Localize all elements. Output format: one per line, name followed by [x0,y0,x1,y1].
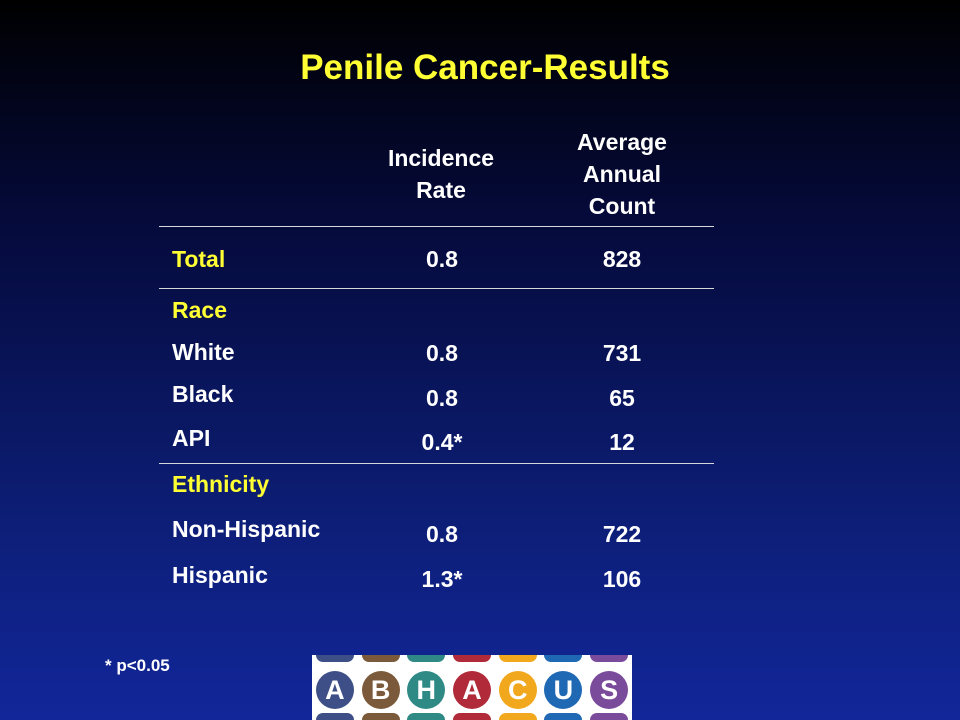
annual-count-header: Average Annual Count [532,126,712,222]
logo-bottom-dots [312,713,632,720]
race-row-black-count: 65 [609,385,635,411]
logo-bottom-dot [361,713,400,720]
logo-top-dot [407,655,446,662]
logo-bottom-dot [453,713,491,720]
race-row-white-count: 731 [602,340,642,366]
ethnicity-row-hispanic-label: Hispanic [172,562,268,588]
count-header-line2: Annual [583,161,661,187]
logo-top-dot [453,655,491,662]
logo-bottom-dot [498,713,537,720]
count-header-line1: Average [577,129,667,155]
logo-bottom-dot [590,713,629,720]
logo-bottom-dot [544,713,583,720]
logo-top-dots [312,655,632,662]
slide-title: Penile Cancer-Results [300,48,670,87]
logo-letter-bubble: A [315,671,354,709]
race-row-api-rate: 0.4* [421,429,463,455]
count-header-line3: Count [588,193,656,219]
logo-top-dot [361,655,400,662]
ethnicity-row-non-hispanic-rate: 0.8 [426,521,458,547]
logo-letter-bubble: H [407,671,446,709]
race-row-white-rate: 0.8 [426,340,458,366]
header-divider [159,226,714,227]
logo-letter-bubble: A [453,671,491,709]
logo-top-dot [498,655,537,662]
total-divider [159,288,714,289]
logo-top-dot [315,655,354,662]
race-row-api-count: 12 [609,429,635,455]
total-label: Total [172,246,226,272]
incidence-header-line2: Rate [416,177,466,203]
race-row-api-label: API [172,425,211,451]
total-count: 828 [602,246,642,272]
ethnicity-row-non-hispanic-label: Non-Hispanic [172,516,321,542]
race-divider [159,463,714,464]
significance-footnote: * p<0.05 [105,656,170,675]
logo-letter-bubble: U [544,671,583,709]
race-row-black-label: Black [172,381,234,407]
race-heading: Race [172,297,227,323]
logo-letter-bubble: B [361,671,400,709]
ethnicity-row-non-hispanic-count: 722 [602,521,642,547]
ethnicity-row-hispanic-count: 106 [602,566,642,592]
logo-letter-bubble: C [498,671,537,709]
ethnicity-row-hispanic-rate: 1.3* [421,566,463,592]
logo-top-dot [590,655,629,662]
incidence-rate-header: Incidence Rate [351,142,531,206]
logo-top-dot [544,655,583,662]
race-row-white-label: White [172,339,235,365]
ethnicity-heading: Ethnicity [172,471,270,497]
logo-bottom-dot [407,713,446,720]
logo-bottom-dot [315,713,354,720]
total-rate: 0.8 [426,246,458,272]
race-row-black-rate: 0.8 [426,385,458,411]
logo-letter-bubble: S [590,671,629,709]
incidence-header-line1: Incidence [387,145,495,171]
